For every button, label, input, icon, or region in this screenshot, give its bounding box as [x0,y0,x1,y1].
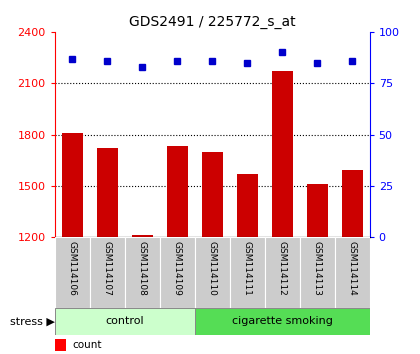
Bar [97,148,118,237]
Bar [202,152,223,237]
Bar [299,237,335,308]
Text: stress ▶: stress ▶ [10,316,55,326]
Text: cigarette smoking: cigarette smoking [232,316,333,326]
Bar [125,237,160,308]
Bar [230,237,265,308]
Bar [62,133,83,237]
Bar [307,184,328,237]
Bar [131,235,152,237]
Text: GSM114112: GSM114112 [278,241,286,296]
Title: GDS2491 / 225772_s_at: GDS2491 / 225772_s_at [129,16,295,29]
Text: GSM114110: GSM114110 [207,241,217,296]
Text: GSM114111: GSM114111 [243,241,252,296]
Bar [167,147,188,237]
Bar [55,338,66,350]
Text: GSM114109: GSM114109 [173,241,181,296]
Text: control: control [105,316,144,326]
Bar [55,308,194,335]
Text: GSM114113: GSM114113 [312,241,322,296]
Bar [160,237,194,308]
Bar [236,174,257,237]
Text: count: count [72,339,101,350]
Text: GSM114108: GSM114108 [138,241,147,296]
Bar [272,71,293,237]
Text: GSM114114: GSM114114 [348,241,357,296]
Bar [194,237,230,308]
Bar [335,237,370,308]
Bar [89,237,125,308]
Bar [55,237,89,308]
Text: GSM114106: GSM114106 [68,241,76,296]
Bar [194,308,370,335]
Text: GSM114107: GSM114107 [102,241,112,296]
Bar [341,170,362,237]
Bar [265,237,299,308]
